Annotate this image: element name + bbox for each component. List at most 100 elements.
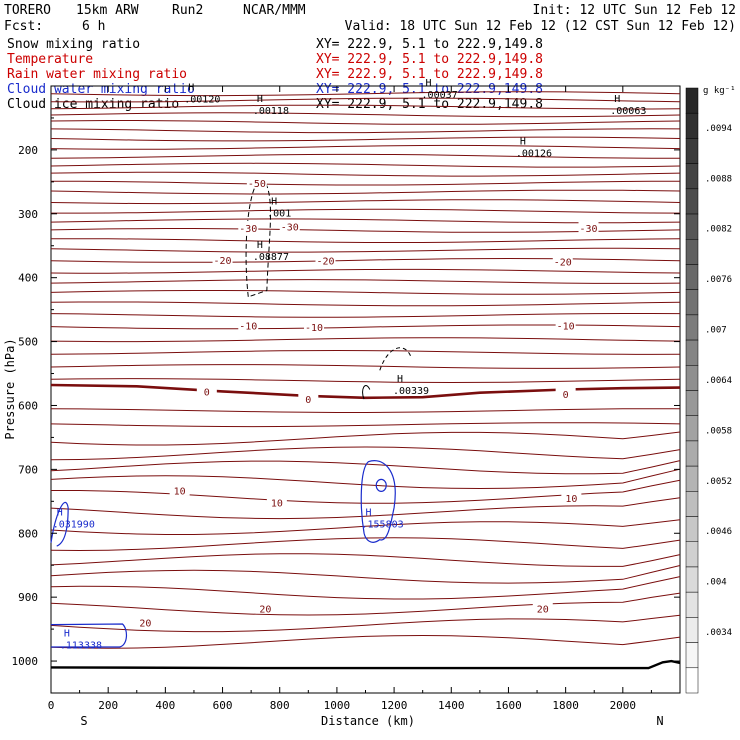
colorbar-label: .0064 bbox=[705, 376, 732, 386]
legend-field-xy: XY= 222.9, 5.1 to 222.9,149.8 bbox=[316, 67, 543, 82]
colorbar-segment bbox=[685, 642, 699, 669]
isotherm-line bbox=[50, 290, 681, 295]
isotherm-line bbox=[51, 208, 681, 214]
extremum-high-marker: H bbox=[366, 508, 372, 519]
colorbar-label: .0046 bbox=[705, 527, 732, 537]
extremum-high-marker: H bbox=[426, 78, 432, 89]
colorbar-segment bbox=[685, 667, 699, 694]
isotherm-line bbox=[50, 279, 681, 284]
y-tick-label: 300 bbox=[18, 208, 38, 221]
colorbar-segment bbox=[685, 465, 699, 492]
model-name: TORERO bbox=[4, 3, 51, 18]
isotherm-line bbox=[50, 171, 681, 177]
y-tick-label: 200 bbox=[18, 144, 38, 157]
temperature-label-bg bbox=[266, 495, 287, 508]
colorbar-segment bbox=[685, 440, 699, 467]
x-axis-end-north: N bbox=[656, 714, 663, 728]
x-tick-label: 2000 bbox=[610, 699, 637, 712]
extremum-high-marker: H bbox=[64, 628, 70, 639]
temperature-label-bg bbox=[255, 601, 276, 614]
extremum-value: .155803 bbox=[362, 520, 404, 531]
colorbar-label: .004 bbox=[705, 578, 727, 588]
isotherm-line bbox=[50, 537, 681, 552]
isotherm-line bbox=[50, 349, 681, 355]
temperature-label: -10 bbox=[557, 322, 575, 333]
y-tick-label: 1000 bbox=[12, 655, 39, 668]
cloud-ice-contour bbox=[379, 347, 412, 371]
isotherm-line bbox=[50, 408, 680, 413]
x-axis: 0 200 400 600 800 1000 1200 1400 1600 1800 2000 bbox=[48, 86, 652, 712]
temperature-label: -10 bbox=[239, 322, 257, 333]
x-tick-label: 0 bbox=[48, 699, 55, 712]
isotherm-line bbox=[50, 460, 681, 475]
temperature-label-bg bbox=[279, 219, 300, 232]
isotherm-line bbox=[50, 519, 681, 535]
field-legend: Snow mixing ratio XY= 222.9, 5.1 to 222.9… bbox=[7, 37, 543, 112]
x-tick-label: 1000 bbox=[324, 699, 351, 712]
temperature-label: 10 bbox=[174, 486, 186, 497]
temperature-labels: -50 -30 -30 -30 -20 -20 -20 -10 -10 -10 0 0 0 10 10 10 2… bbox=[135, 176, 599, 630]
ground-surface bbox=[50, 659, 681, 670]
cloud-water-contour bbox=[50, 623, 128, 648]
isotherm-line bbox=[50, 228, 681, 233]
extremum-high-marker: H bbox=[520, 136, 526, 147]
extremum-high-marker: H bbox=[257, 94, 263, 105]
colorbar-segment bbox=[685, 415, 699, 442]
y-axis-title: Pressure (hPa) bbox=[3, 338, 17, 439]
isotherm-line bbox=[50, 422, 681, 428]
colorbar-segment bbox=[685, 213, 699, 240]
x-tick-label: 1600 bbox=[495, 699, 522, 712]
forecast-label: Fcst: bbox=[4, 19, 43, 34]
temperature-label: 20 bbox=[139, 619, 151, 630]
zero-isotherm bbox=[50, 383, 681, 400]
isotherm-line bbox=[50, 162, 681, 168]
header: TORERO 15km ARW Run2 NCAR/MMM Init: 12 U… bbox=[4, 3, 736, 34]
isotherm-line bbox=[50, 97, 681, 103]
isotherm-line bbox=[50, 144, 681, 150]
temperature-label: -30 bbox=[239, 224, 257, 235]
organization: NCAR/MMM bbox=[243, 3, 306, 18]
isotherm-line bbox=[50, 446, 681, 461]
isotherm-line bbox=[50, 468, 681, 490]
isotherm-line bbox=[50, 199, 681, 205]
valid-time: Valid: 18 UTC Sun 12 Feb 12 (12 CST Sun … bbox=[345, 19, 736, 34]
temperature-label: 20 bbox=[537, 605, 549, 616]
colorbar-label: .0094 bbox=[705, 124, 732, 134]
temperature-label-bg bbox=[298, 392, 319, 405]
y-tick-label: 600 bbox=[18, 399, 38, 412]
extremum-high-marker: H bbox=[614, 94, 620, 105]
colorbar-segment bbox=[685, 566, 699, 593]
cloud-water-contour bbox=[375, 478, 387, 492]
colorbar-segment bbox=[685, 163, 699, 190]
isotherm-line bbox=[50, 112, 681, 118]
colorbar-segment bbox=[685, 541, 699, 568]
cloud-water-contours bbox=[50, 460, 396, 648]
isotherm-line bbox=[50, 180, 681, 186]
extremum-high-marker: H bbox=[188, 83, 194, 94]
temperature-label: 20 bbox=[259, 605, 271, 616]
colorbar-segment bbox=[685, 617, 699, 643]
extremum-high-marker: H bbox=[57, 508, 63, 519]
isotherm-line bbox=[50, 431, 681, 446]
y-tick-label: 500 bbox=[18, 336, 38, 349]
x-tick-label: 600 bbox=[213, 699, 233, 712]
isotherm-line bbox=[50, 337, 681, 343]
colorbar-segment bbox=[685, 516, 699, 543]
extremum-high-marker: H bbox=[257, 240, 263, 251]
isotherm-line bbox=[50, 313, 681, 318]
extremum-value: .00126 bbox=[516, 148, 552, 159]
temperature-label-bg bbox=[532, 601, 553, 614]
temperature-label: -10 bbox=[305, 323, 323, 334]
colorbar-label: .0088 bbox=[705, 174, 732, 184]
ground-line bbox=[50, 659, 681, 670]
y-tick-label: 900 bbox=[18, 591, 38, 604]
temperature-label-bg bbox=[196, 384, 217, 397]
temperature-label-bg bbox=[578, 220, 599, 233]
cloud-ice-contour bbox=[362, 385, 371, 400]
x-tick-label: 1400 bbox=[438, 699, 465, 712]
isotherm-line bbox=[50, 576, 681, 600]
x-tick-label: 1800 bbox=[552, 699, 579, 712]
colorbar-label: .0058 bbox=[705, 426, 732, 436]
x-tick-label: 800 bbox=[270, 699, 290, 712]
